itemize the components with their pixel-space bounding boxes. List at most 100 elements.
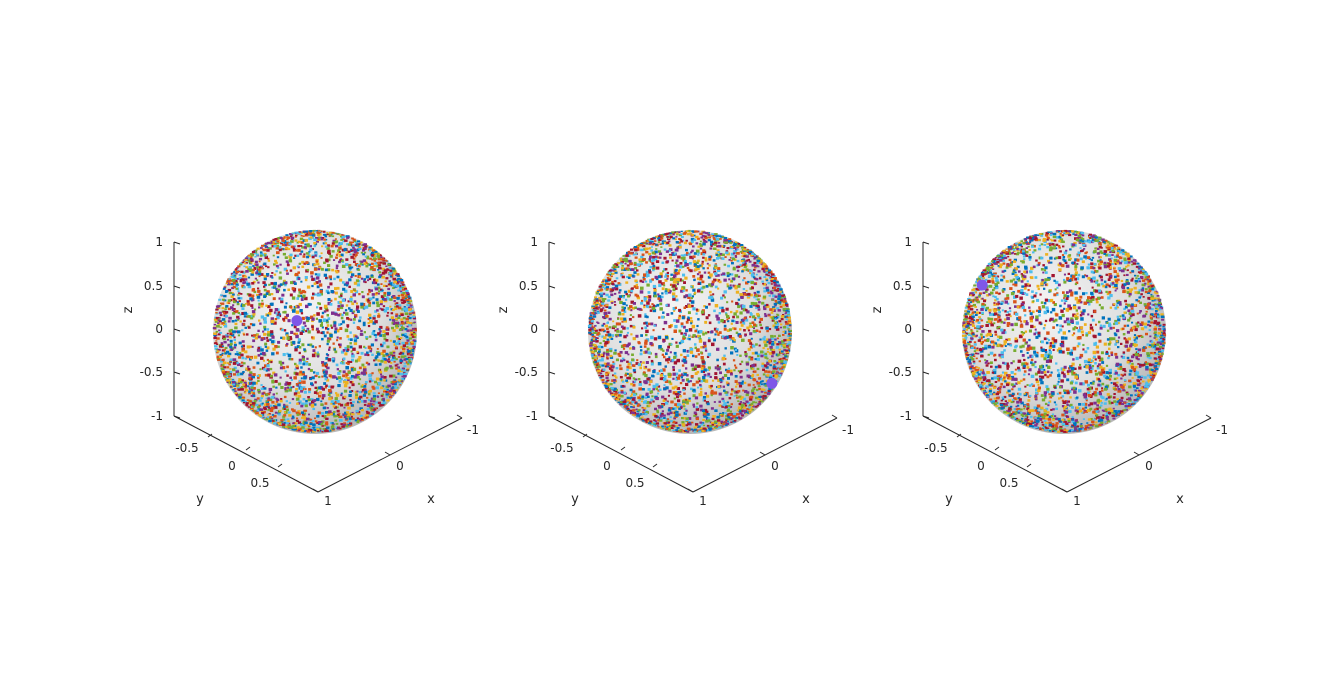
scatter-point [775, 285, 778, 288]
scatter-point [218, 311, 222, 314]
scatter-point [713, 236, 717, 239]
scatter-point [243, 319, 246, 322]
scatter-point [389, 318, 392, 321]
scatter-point [609, 356, 614, 359]
scatter-point [337, 313, 341, 317]
scatter-point [693, 238, 697, 242]
scatter-point [714, 424, 718, 428]
scatter-point [317, 268, 321, 271]
scatter-point [213, 334, 216, 337]
scatter-point [306, 285, 311, 289]
scatter-point [322, 388, 325, 391]
y-axis-line [173, 415, 319, 493]
scatter-point [678, 341, 682, 345]
scatter-point [691, 324, 696, 329]
scatter-point [276, 315, 280, 319]
scatter-point [388, 282, 393, 285]
scatter-point [692, 405, 696, 408]
scatter-point [306, 316, 310, 321]
x-tick-label: -1 [842, 423, 854, 437]
scatter-point [299, 237, 304, 241]
scatter-point [221, 322, 225, 325]
scatter-point [311, 255, 315, 259]
scatter-point [367, 362, 371, 366]
scatter-point [339, 415, 343, 419]
scatter-point [220, 294, 223, 296]
scatter-point [346, 345, 350, 348]
scatter-point [217, 322, 220, 324]
scatter-point [263, 317, 267, 320]
scatter-point [610, 300, 614, 304]
scatter-point [245, 404, 248, 406]
scatter-point [367, 414, 372, 417]
scatter-point [322, 242, 326, 245]
scatter-point [359, 332, 363, 336]
scatter-point [770, 340, 775, 344]
scatter-point [689, 232, 692, 235]
scatter-point [589, 341, 593, 343]
scatter-point [374, 292, 378, 296]
scatter-point [326, 407, 329, 409]
z-axis-label: z [496, 306, 511, 313]
scatter-point [404, 307, 408, 310]
scatter-point [242, 344, 245, 347]
scatter-point [285, 234, 289, 237]
scatter-point [221, 346, 224, 349]
scatter-point [238, 273, 242, 276]
scatter-point [264, 254, 267, 257]
scatter-point [280, 242, 283, 245]
scatter-point [336, 368, 339, 371]
scatter-point [634, 256, 638, 259]
scatter-point [648, 270, 652, 274]
scatter-point [252, 288, 255, 291]
scatter-point [326, 339, 330, 343]
scatter-point [395, 346, 398, 349]
scatter-point [223, 285, 227, 288]
scatter-point [716, 257, 720, 260]
scatter-point [296, 417, 299, 420]
scatter-point [241, 284, 245, 288]
scatter-point [290, 236, 295, 240]
scatter-point [782, 330, 785, 333]
scatter-point [697, 330, 701, 334]
scatter-point [399, 381, 404, 384]
scatter-point [260, 304, 264, 308]
scatter-point [316, 327, 319, 331]
scatter-point [249, 269, 253, 272]
scatter-point [302, 371, 305, 374]
scatter-point [371, 332, 375, 336]
scatter-point [749, 404, 753, 407]
scatter-point [301, 411, 304, 414]
scatter-point [302, 422, 306, 425]
z-tick-mark [173, 328, 181, 332]
scatter-point [405, 335, 409, 338]
scatter-point [241, 278, 245, 281]
scatter-point [714, 333, 717, 336]
scatter-point [343, 283, 347, 286]
scatter-point [643, 407, 647, 410]
scatter-point [363, 403, 367, 406]
scatter-point [225, 305, 229, 308]
scatter-point [273, 273, 277, 276]
scatter-point [612, 374, 615, 377]
scatter-point [391, 382, 395, 386]
scatter-point [358, 400, 361, 403]
scatter-point [719, 380, 723, 384]
scatter-point [408, 317, 412, 320]
scatter-point [694, 396, 699, 400]
scatter-point [620, 325, 624, 328]
scatter-point [739, 375, 743, 379]
scatter-point [687, 311, 691, 315]
scatter-point [266, 368, 270, 372]
scatter-point [316, 330, 320, 334]
scatter-point [385, 390, 388, 393]
scatter-point [332, 359, 335, 363]
scatter-point [271, 245, 275, 248]
scatter-point [357, 240, 361, 243]
scatter-point [394, 324, 399, 328]
scatter-point [350, 271, 353, 274]
scatter-point [226, 335, 229, 338]
scatter-point [259, 266, 262, 269]
scatter-point [256, 361, 260, 365]
scatter-point [325, 411, 329, 414]
